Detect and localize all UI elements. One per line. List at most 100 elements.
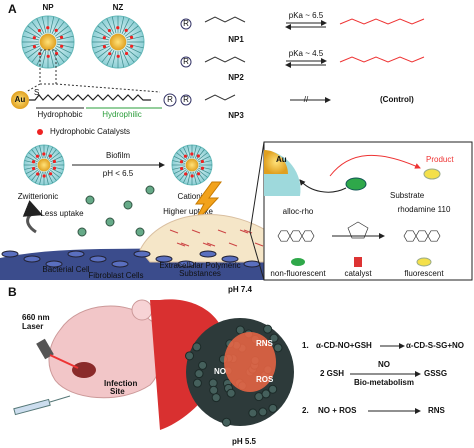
eps-strand	[228, 242, 238, 247]
catalyst-dot	[200, 159, 205, 164]
ligand	[24, 45, 40, 54]
ligand	[198, 166, 212, 170]
laser-device	[36, 338, 54, 360]
catalyst-dot	[48, 172, 53, 176]
ligand	[197, 169, 208, 178]
ligand	[35, 171, 42, 184]
higher-uptake: Higher uptake	[163, 207, 213, 216]
catalyst-dot	[183, 154, 188, 158]
catalyst-dot	[52, 166, 57, 170]
ligand	[111, 16, 117, 34]
eq-over: NO	[378, 360, 390, 369]
ring	[427, 230, 441, 242]
bacterium	[226, 388, 236, 398]
ligand	[56, 30, 72, 39]
ligand	[28, 152, 39, 161]
catalyst-dot	[190, 174, 194, 178]
ligand	[179, 149, 188, 160]
catalyst-dot	[124, 28, 128, 32]
catalyst-dot	[116, 54, 120, 58]
catalyst-dot	[46, 26, 50, 30]
gold-core	[109, 33, 127, 51]
compound-name: NP1	[228, 35, 244, 44]
ligand	[49, 16, 55, 34]
structure	[204, 94, 236, 101]
eps-strand	[206, 242, 216, 247]
eps-strand	[169, 229, 179, 234]
r-group	[180, 56, 192, 68]
ligand	[36, 18, 45, 34]
mouse-ear	[131, 299, 153, 321]
ligand	[46, 146, 53, 159]
structure	[339, 18, 425, 25]
ligand	[45, 171, 49, 185]
compound-name: NP3	[228, 111, 244, 120]
cationic-label: Cationic	[178, 192, 207, 201]
catalyst-dot	[190, 152, 194, 156]
ligand	[124, 47, 139, 59]
small-particle	[123, 200, 133, 210]
ligand	[28, 169, 39, 178]
infection-label: Infection	[104, 379, 137, 388]
ligand	[172, 160, 186, 164]
r-symbol: R	[183, 95, 189, 104]
catalyst-dot	[42, 152, 46, 156]
hydrophobic-label: Hydrophobic	[38, 110, 83, 119]
bacterium	[243, 260, 261, 268]
catalyst-dot	[196, 154, 200, 158]
small-particle	[77, 227, 87, 237]
ligand	[94, 30, 110, 39]
inset-line	[249, 231, 265, 281]
ligand	[193, 171, 197, 185]
ligand	[50, 167, 63, 174]
bacterium	[194, 369, 204, 379]
molecule-sketches	[277, 221, 441, 242]
ligand	[24, 30, 40, 39]
catalyst-dot	[179, 160, 184, 164]
bacterium	[198, 360, 208, 370]
fluorescent: fluorescent	[404, 269, 444, 278]
gold-edge	[264, 150, 288, 174]
ligand	[27, 25, 42, 37]
inset-line	[249, 141, 265, 233]
catalyst-dot	[196, 172, 201, 176]
compound-name: NP2	[228, 73, 244, 82]
r-symbol: R	[183, 19, 189, 28]
gold-core	[185, 158, 199, 172]
eps-strand	[239, 229, 249, 234]
result: (Control)	[380, 95, 414, 104]
ligand	[194, 171, 201, 184]
eps-strand	[254, 242, 264, 247]
ring	[289, 230, 303, 242]
eq-right: α-CD-S-SG+NO	[406, 341, 464, 350]
ligand	[187, 171, 191, 185]
catalyst-dot	[179, 166, 184, 171]
bacterial-cell: Bacterial Cell	[42, 265, 89, 274]
ligand	[31, 21, 43, 36]
bacterium	[155, 255, 173, 263]
uptake-scheme	[23, 144, 213, 237]
ligand	[31, 149, 40, 160]
r-group	[163, 93, 177, 107]
ligand	[51, 18, 60, 34]
zwitterionic-label: Zwitterionic	[18, 192, 58, 201]
ligand	[198, 156, 211, 163]
gold-core	[37, 158, 51, 172]
arrow	[329, 154, 421, 177]
catalyst-dot	[48, 154, 52, 158]
catalyst-dot	[108, 52, 112, 56]
eq-number: 1.	[302, 341, 309, 350]
ligand	[198, 167, 211, 174]
structure	[339, 56, 425, 63]
sulfur: S	[34, 88, 39, 97]
bacterium	[268, 403, 278, 413]
ligand	[196, 170, 205, 181]
bacterium	[199, 250, 217, 258]
catalyst-dot	[37, 129, 43, 135]
bacterium	[273, 343, 283, 353]
catalyst-dot	[52, 159, 57, 164]
small-particle	[145, 185, 155, 195]
ligand	[22, 43, 40, 49]
catalyst-dot	[46, 54, 50, 58]
ligand	[198, 160, 212, 164]
